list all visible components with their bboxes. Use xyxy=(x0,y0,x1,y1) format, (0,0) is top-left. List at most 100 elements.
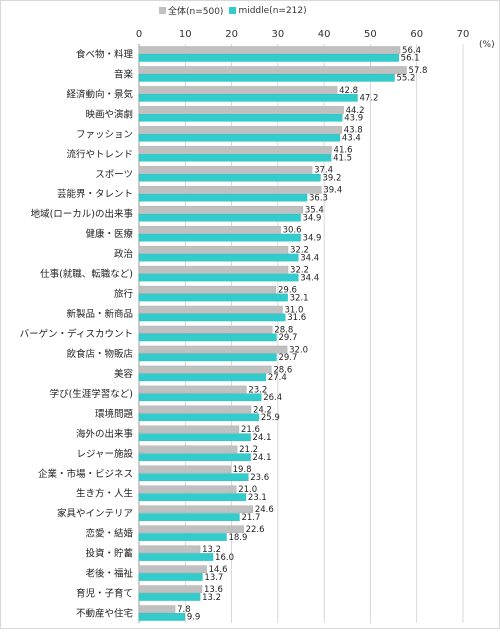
data-label-middle: 55.2 xyxy=(396,74,415,84)
data-label-middle: 41.5 xyxy=(333,154,352,164)
data-label-total: 32.0 xyxy=(289,345,308,355)
data-label-total: 43.8 xyxy=(344,126,363,136)
data-label-middle: 34.4 xyxy=(300,253,319,263)
x-tick-label-10: 10 xyxy=(179,29,192,40)
bar-middle xyxy=(138,233,301,242)
data-label-total: 32.2 xyxy=(290,266,309,276)
category-label: 新製品・新商品 xyxy=(66,308,133,320)
bar-middle xyxy=(138,353,277,362)
x-tick-label-60: 60 xyxy=(410,29,423,40)
bar-total xyxy=(138,146,332,154)
data-label-total: 28.8 xyxy=(274,325,293,335)
data-label-total: 41.6 xyxy=(334,146,353,156)
data-label-total: 13.2 xyxy=(202,545,221,555)
bar-total xyxy=(138,265,289,274)
category-label: 政治 xyxy=(114,248,133,260)
bar-total xyxy=(138,425,240,434)
data-label-total: 30.6 xyxy=(283,226,302,236)
bar-middle xyxy=(138,313,286,322)
bar-total xyxy=(138,525,244,534)
bar-middle xyxy=(138,273,299,282)
bar-middle xyxy=(138,473,249,481)
x-tick-label-20: 20 xyxy=(225,29,238,40)
bar-middle xyxy=(138,293,288,302)
bar-total xyxy=(138,206,304,214)
bar-total xyxy=(138,106,344,114)
bar-total xyxy=(138,385,247,394)
data-label-middle: 36.3 xyxy=(309,193,328,203)
bar-total xyxy=(138,405,252,414)
data-label-total: 21.0 xyxy=(238,485,257,495)
bar-total xyxy=(138,305,283,314)
category-label: バーゲン・ディスカウント xyxy=(20,328,133,340)
data-label-middle: 29.7 xyxy=(278,353,297,363)
bar-middle xyxy=(138,453,251,461)
bar-total xyxy=(138,585,203,593)
category-label: 環境問題 xyxy=(95,408,134,420)
legend-item-0: 全体(n=500) xyxy=(159,4,223,17)
x-tick-label-50: 50 xyxy=(364,29,377,40)
category-label: ファッション xyxy=(76,129,133,140)
data-label-total: 13.6 xyxy=(204,585,223,595)
bar-middle xyxy=(138,373,267,382)
data-label-middle: 24.1 xyxy=(253,433,272,443)
category-label: 旅行 xyxy=(114,288,134,300)
data-label-middle: 27.4 xyxy=(268,373,287,383)
bar-middle xyxy=(138,433,251,442)
legend: 全体(n=500) middle(n=212) xyxy=(159,4,307,17)
category-label: 音楽 xyxy=(114,68,134,80)
data-label-total: 32.2 xyxy=(290,246,309,256)
bar-middle xyxy=(138,253,299,262)
bar-total xyxy=(138,445,238,454)
data-label-total: 14.6 xyxy=(209,565,228,575)
category-label: 流行やトレンド xyxy=(66,148,133,160)
data-label-middle: 21.7 xyxy=(241,513,260,523)
bar-total xyxy=(138,245,289,254)
bar-total xyxy=(138,166,313,174)
category-label: 食べ物・料理 xyxy=(76,48,134,60)
data-label-middle: 34.9 xyxy=(303,213,322,223)
data-label-middle: 56.1 xyxy=(401,54,420,64)
category-label: 育児・子育て xyxy=(76,588,133,600)
bar-middle xyxy=(138,413,260,422)
bar-middle xyxy=(138,173,321,182)
category-label: 不動産や住宅 xyxy=(76,608,133,620)
x-tick-label-30: 30 xyxy=(271,29,284,40)
data-label-middle: 34.4 xyxy=(300,273,319,283)
bar-middle xyxy=(138,573,203,581)
data-label-middle: 26.4 xyxy=(263,393,282,403)
category-label: 芸能界・タレント xyxy=(57,188,133,200)
bar-middle xyxy=(138,213,301,222)
data-label-total: 37.4 xyxy=(314,166,333,176)
category-label: 家具やインテリア xyxy=(57,508,133,520)
x-tick-label-70: 70 xyxy=(457,29,470,40)
x-tick-label-40: 40 xyxy=(318,29,331,40)
data-label-middle: 24.1 xyxy=(253,453,272,463)
bar-middle xyxy=(138,613,186,621)
category-label: 投資・貯蓄 xyxy=(85,548,133,560)
data-label-total: 28.6 xyxy=(273,365,292,375)
bar-total xyxy=(138,565,207,573)
data-label-total: 39.4 xyxy=(323,186,342,196)
data-label-middle: 18.9 xyxy=(228,533,247,543)
data-label-middle: 31.6 xyxy=(287,313,306,323)
bar-middle xyxy=(138,54,399,62)
data-label-middle: 43.9 xyxy=(344,114,363,124)
unit-label: (%) xyxy=(479,40,495,50)
bar-total xyxy=(138,86,338,94)
bar-total xyxy=(138,46,401,54)
bar-middle xyxy=(138,153,332,162)
category-label: レジャー施設 xyxy=(76,448,133,460)
category-label: 仕事(就職、転職など) xyxy=(40,268,133,280)
data-label-total: 56.4 xyxy=(402,46,421,56)
legend-item-1: middle(n=212) xyxy=(229,6,307,16)
bar-total xyxy=(138,505,254,514)
category-label: 海外の出来事 xyxy=(76,428,134,440)
data-label-middle: 23.6 xyxy=(250,473,269,483)
bar-middle xyxy=(138,74,395,82)
bar-middle xyxy=(138,94,358,102)
bar-total xyxy=(138,345,288,354)
bar-middle xyxy=(138,113,343,122)
data-label-middle: 25.9 xyxy=(261,413,280,423)
bar-middle xyxy=(138,593,201,601)
